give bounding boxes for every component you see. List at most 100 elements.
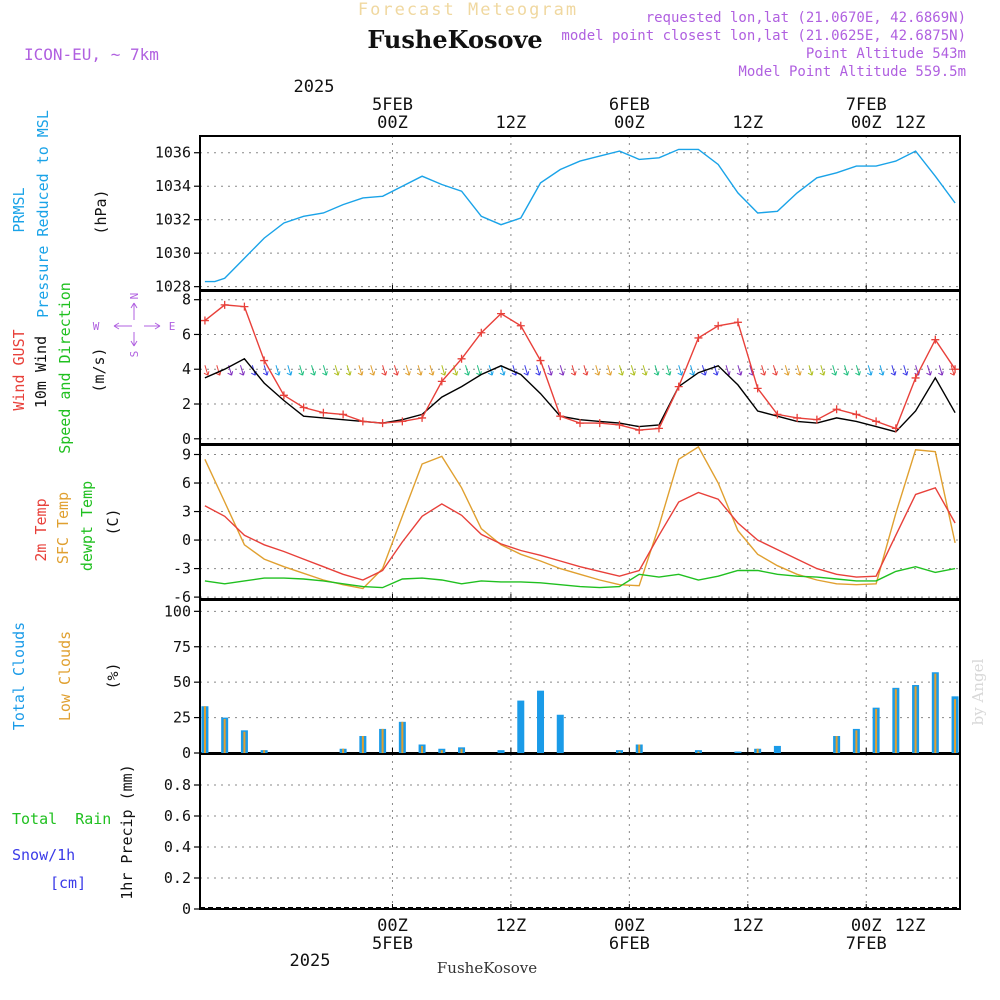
gust-marker	[654, 424, 663, 433]
y-tick-label: 0.8	[164, 776, 191, 794]
low-cloud-bar	[954, 699, 957, 753]
wind-arrow	[476, 365, 482, 376]
gust-marker	[378, 419, 387, 428]
temperature-panel: 2m Temp SFC Temp dewpt Temp (C)	[32, 444, 961, 600]
wind-arrow	[405, 365, 411, 376]
top-date-label: 7FEB	[846, 95, 887, 115]
total-cloud-bar	[537, 690, 545, 753]
y-tick-label: 0	[182, 531, 191, 549]
gust-marker	[793, 413, 802, 422]
wind-arrow	[890, 365, 897, 376]
bottom-date-label: 6FEB	[609, 934, 650, 954]
y-tick-label: 1028	[155, 278, 191, 296]
compass-rose: W E N S	[93, 293, 176, 358]
wind-arrow	[630, 365, 636, 376]
total-cloud-bar	[497, 750, 505, 753]
gust-marker	[358, 417, 367, 426]
wind-arrow	[559, 365, 565, 376]
t2m-label: 2m Temp	[32, 498, 50, 561]
wind-arrow	[464, 365, 470, 376]
wind-arrow	[878, 365, 885, 376]
gust-marker	[714, 321, 723, 330]
bottom-year: 2025	[290, 951, 331, 971]
wind-arrow	[772, 365, 778, 376]
wind-arrow	[416, 365, 423, 376]
low-cloud-bar	[934, 673, 937, 753]
wind-arrow	[440, 365, 447, 376]
wind-arrow	[499, 365, 506, 376]
product-title: Forecast Meteogram	[358, 0, 578, 20]
wind-arrow	[641, 365, 648, 376]
wind-10m-label: 10m Wind	[32, 336, 50, 408]
y-tick-label: 6	[182, 325, 191, 343]
y-tick-label: 50	[173, 673, 191, 691]
y-tick-label: 0.4	[164, 838, 191, 856]
wind-arrow	[677, 365, 684, 376]
gust-marker	[299, 403, 308, 412]
pressure-panel: PRMSL Pressure Reduced to MSL (hPa)	[10, 110, 961, 318]
bottom-hour-label: 00Z	[377, 916, 408, 936]
footer-location: FusheKosove	[437, 959, 537, 977]
gust-marker	[951, 365, 960, 374]
gust-marker	[556, 412, 565, 421]
wind-arrow	[689, 365, 696, 376]
pressure-line	[204, 148, 956, 283]
wind-arrow	[322, 365, 328, 376]
compass-e: E	[169, 320, 176, 333]
low-cloud-bar	[401, 721, 404, 753]
low-cloud-bar	[756, 748, 759, 753]
total-cloud-bar	[734, 751, 742, 753]
total-cloud-bar	[556, 714, 564, 753]
y-tick-label: -6	[173, 588, 191, 606]
wind-speed-label: Speed and Direction	[56, 282, 74, 454]
gust-marker	[279, 391, 288, 400]
gust-marker	[615, 420, 624, 429]
y-tick-label: 8	[182, 291, 191, 309]
low-cloud-bar	[697, 751, 700, 753]
wind-arrow	[938, 365, 944, 376]
gust-marker	[418, 413, 427, 422]
compass-n: N	[128, 293, 141, 300]
gust-marker	[457, 354, 466, 363]
y-tick-label: 0.2	[164, 869, 191, 887]
temperature-unit: (C)	[104, 508, 122, 535]
model-altitude: Model Point Altitude 559.5m	[738, 64, 966, 80]
low-cloud-bar	[223, 719, 226, 753]
y-tick-label: 6	[182, 474, 191, 492]
precip-frame	[199, 753, 961, 910]
precip-axis-label: 1hr Precip (mm)	[118, 764, 136, 899]
gust-marker	[220, 300, 229, 309]
low-cloud-bar	[243, 731, 246, 753]
wind-arrow	[795, 365, 802, 376]
wind-arrow	[570, 365, 577, 376]
point-altitude: Point Altitude 543m	[806, 46, 966, 62]
total-cloud-bar	[517, 700, 525, 753]
low-cloud-bar	[618, 751, 621, 753]
low-cloud-bar	[440, 750, 443, 753]
wind-direction-arrows	[203, 365, 956, 376]
y-tick-label: 3	[182, 503, 191, 521]
top-date-label: 6FEB	[609, 95, 650, 115]
wind-arrow	[345, 365, 352, 376]
gust-marker	[516, 321, 525, 330]
compass-arrows	[113, 302, 161, 347]
wind-arrow	[843, 365, 850, 376]
gust-marker	[635, 426, 644, 435]
wind-arrow	[203, 365, 210, 376]
dewpt-temp-line	[204, 565, 956, 589]
bottom-hour-label: 12Z	[732, 916, 763, 936]
wind-arrow	[428, 365, 435, 376]
gust-marker	[773, 410, 782, 419]
low-cloud-bar	[361, 736, 364, 753]
gust-marker	[812, 415, 821, 424]
wind-arrow	[298, 365, 305, 376]
y-tick-label: 0	[182, 744, 191, 762]
wind-arrow	[333, 365, 340, 376]
gust-marker	[832, 405, 841, 414]
t2m-temp-line	[204, 486, 956, 581]
snow-label: Snow/1h	[12, 846, 75, 864]
y-tick-label: 0	[182, 430, 191, 448]
gust-marker	[891, 424, 900, 433]
low-cloud-bar	[894, 689, 897, 753]
top-year: 2025	[294, 77, 335, 97]
